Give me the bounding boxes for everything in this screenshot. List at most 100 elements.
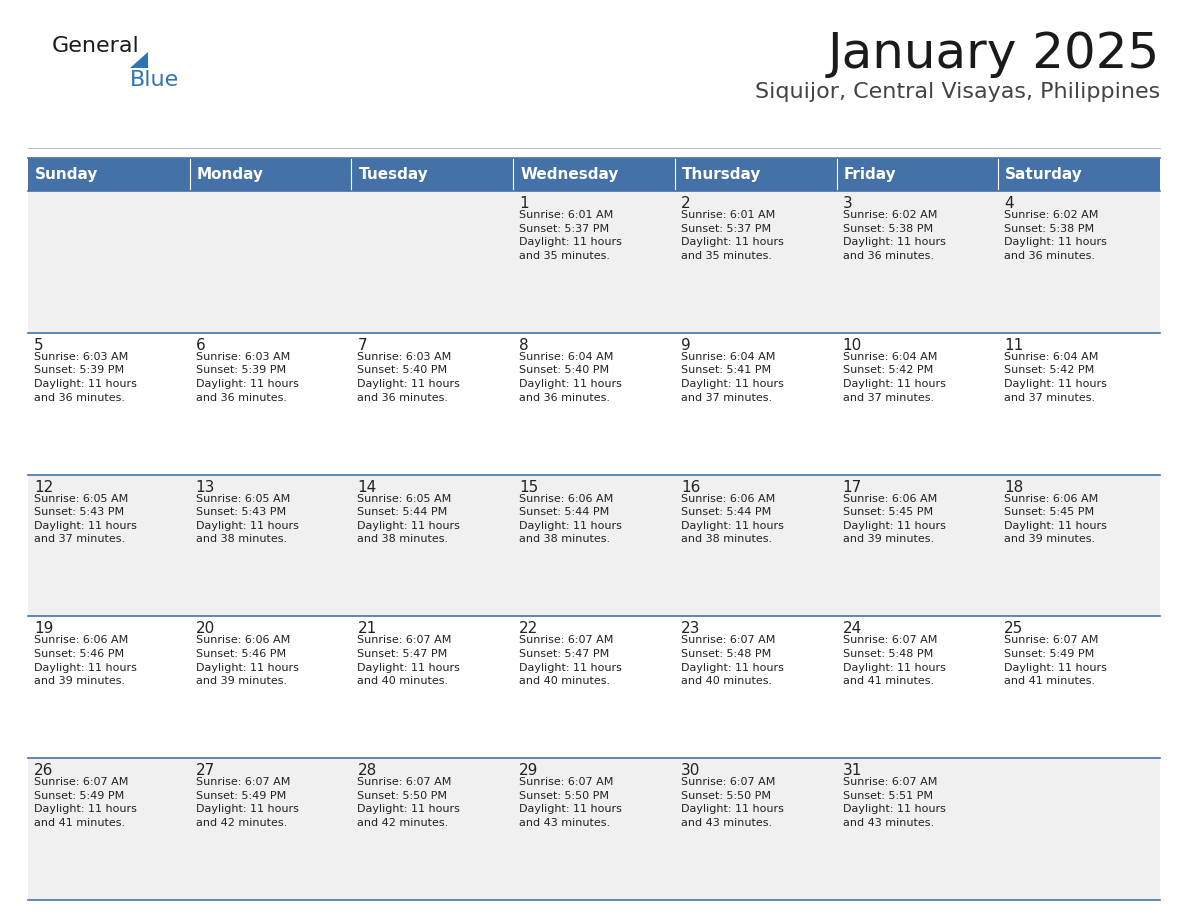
- Bar: [513, 158, 675, 191]
- Text: Thursday: Thursday: [682, 167, 762, 182]
- Bar: [675, 333, 836, 475]
- Text: 18: 18: [1004, 479, 1024, 495]
- Text: 22: 22: [519, 621, 538, 636]
- Bar: [190, 616, 352, 758]
- Bar: [836, 758, 998, 900]
- Text: 19: 19: [34, 621, 53, 636]
- Bar: [513, 191, 675, 333]
- Text: 13: 13: [196, 479, 215, 495]
- Text: Sunrise: 6:06 AM
Sunset: 5:44 PM
Daylight: 11 hours
and 38 minutes.: Sunrise: 6:06 AM Sunset: 5:44 PM Dayligh…: [681, 494, 784, 544]
- Bar: [29, 475, 190, 616]
- Text: 23: 23: [681, 621, 700, 636]
- Text: Sunrise: 6:04 AM
Sunset: 5:41 PM
Daylight: 11 hours
and 37 minutes.: Sunrise: 6:04 AM Sunset: 5:41 PM Dayligh…: [681, 352, 784, 403]
- Bar: [675, 616, 836, 758]
- Bar: [513, 616, 675, 758]
- Text: Sunrise: 6:06 AM
Sunset: 5:45 PM
Daylight: 11 hours
and 39 minutes.: Sunrise: 6:06 AM Sunset: 5:45 PM Dayligh…: [1004, 494, 1107, 544]
- Text: Sunrise: 6:03 AM
Sunset: 5:39 PM
Daylight: 11 hours
and 36 minutes.: Sunrise: 6:03 AM Sunset: 5:39 PM Dayligh…: [34, 352, 137, 403]
- Bar: [675, 758, 836, 900]
- Bar: [190, 191, 352, 333]
- Text: 3: 3: [842, 196, 852, 211]
- Text: Sunrise: 6:07 AM
Sunset: 5:49 PM
Daylight: 11 hours
and 41 minutes.: Sunrise: 6:07 AM Sunset: 5:49 PM Dayligh…: [1004, 635, 1107, 686]
- Bar: [190, 158, 352, 191]
- Text: 7: 7: [358, 338, 367, 353]
- Text: Sunrise: 6:06 AM
Sunset: 5:46 PM
Daylight: 11 hours
and 39 minutes.: Sunrise: 6:06 AM Sunset: 5:46 PM Dayligh…: [196, 635, 298, 686]
- Text: Siquijor, Central Visayas, Philippines: Siquijor, Central Visayas, Philippines: [754, 82, 1159, 102]
- Text: 26: 26: [34, 763, 53, 778]
- Bar: [352, 333, 513, 475]
- Text: Sunrise: 6:07 AM
Sunset: 5:47 PM
Daylight: 11 hours
and 40 minutes.: Sunrise: 6:07 AM Sunset: 5:47 PM Dayligh…: [358, 635, 460, 686]
- Text: Tuesday: Tuesday: [359, 167, 428, 182]
- Text: Sunrise: 6:04 AM
Sunset: 5:42 PM
Daylight: 11 hours
and 37 minutes.: Sunrise: 6:04 AM Sunset: 5:42 PM Dayligh…: [842, 352, 946, 403]
- Text: 21: 21: [358, 621, 377, 636]
- Bar: [836, 158, 998, 191]
- Bar: [998, 475, 1159, 616]
- Text: Sunrise: 6:04 AM
Sunset: 5:42 PM
Daylight: 11 hours
and 37 minutes.: Sunrise: 6:04 AM Sunset: 5:42 PM Dayligh…: [1004, 352, 1107, 403]
- Bar: [29, 758, 190, 900]
- Text: Sunrise: 6:05 AM
Sunset: 5:44 PM
Daylight: 11 hours
and 38 minutes.: Sunrise: 6:05 AM Sunset: 5:44 PM Dayligh…: [358, 494, 460, 544]
- Bar: [998, 758, 1159, 900]
- Text: 10: 10: [842, 338, 861, 353]
- Bar: [675, 158, 836, 191]
- Text: 25: 25: [1004, 621, 1024, 636]
- Text: 29: 29: [519, 763, 538, 778]
- Polygon shape: [129, 52, 148, 68]
- Text: Sunrise: 6:01 AM
Sunset: 5:37 PM
Daylight: 11 hours
and 35 minutes.: Sunrise: 6:01 AM Sunset: 5:37 PM Dayligh…: [519, 210, 623, 261]
- Text: 2: 2: [681, 196, 690, 211]
- Text: Sunrise: 6:05 AM
Sunset: 5:43 PM
Daylight: 11 hours
and 37 minutes.: Sunrise: 6:05 AM Sunset: 5:43 PM Dayligh…: [34, 494, 137, 544]
- Bar: [352, 158, 513, 191]
- Text: Wednesday: Wednesday: [520, 167, 619, 182]
- Text: 9: 9: [681, 338, 690, 353]
- Bar: [190, 475, 352, 616]
- Text: 27: 27: [196, 763, 215, 778]
- Bar: [836, 333, 998, 475]
- Bar: [29, 616, 190, 758]
- Bar: [998, 333, 1159, 475]
- Text: Sunrise: 6:06 AM
Sunset: 5:46 PM
Daylight: 11 hours
and 39 minutes.: Sunrise: 6:06 AM Sunset: 5:46 PM Dayligh…: [34, 635, 137, 686]
- Text: Sunrise: 6:01 AM
Sunset: 5:37 PM
Daylight: 11 hours
and 35 minutes.: Sunrise: 6:01 AM Sunset: 5:37 PM Dayligh…: [681, 210, 784, 261]
- Text: 24: 24: [842, 621, 861, 636]
- Text: Friday: Friday: [843, 167, 896, 182]
- Text: 17: 17: [842, 479, 861, 495]
- Text: Sunrise: 6:07 AM
Sunset: 5:48 PM
Daylight: 11 hours
and 41 minutes.: Sunrise: 6:07 AM Sunset: 5:48 PM Dayligh…: [842, 635, 946, 686]
- Text: 11: 11: [1004, 338, 1024, 353]
- Bar: [352, 616, 513, 758]
- Text: 15: 15: [519, 479, 538, 495]
- Text: Sunrise: 6:07 AM
Sunset: 5:49 PM
Daylight: 11 hours
and 42 minutes.: Sunrise: 6:07 AM Sunset: 5:49 PM Dayligh…: [196, 778, 298, 828]
- Text: Sunrise: 6:05 AM
Sunset: 5:43 PM
Daylight: 11 hours
and 38 minutes.: Sunrise: 6:05 AM Sunset: 5:43 PM Dayligh…: [196, 494, 298, 544]
- Bar: [352, 475, 513, 616]
- Bar: [513, 333, 675, 475]
- Text: Blue: Blue: [129, 70, 179, 90]
- Bar: [29, 191, 190, 333]
- Bar: [675, 191, 836, 333]
- Text: Sunrise: 6:07 AM
Sunset: 5:47 PM
Daylight: 11 hours
and 40 minutes.: Sunrise: 6:07 AM Sunset: 5:47 PM Dayligh…: [519, 635, 623, 686]
- Text: 12: 12: [34, 479, 53, 495]
- Text: Monday: Monday: [197, 167, 264, 182]
- Bar: [836, 191, 998, 333]
- Text: 8: 8: [519, 338, 529, 353]
- Text: 1: 1: [519, 196, 529, 211]
- Text: Sunrise: 6:07 AM
Sunset: 5:51 PM
Daylight: 11 hours
and 43 minutes.: Sunrise: 6:07 AM Sunset: 5:51 PM Dayligh…: [842, 778, 946, 828]
- Text: 20: 20: [196, 621, 215, 636]
- Text: Sunrise: 6:07 AM
Sunset: 5:50 PM
Daylight: 11 hours
and 43 minutes.: Sunrise: 6:07 AM Sunset: 5:50 PM Dayligh…: [681, 778, 784, 828]
- Text: Sunrise: 6:04 AM
Sunset: 5:40 PM
Daylight: 11 hours
and 36 minutes.: Sunrise: 6:04 AM Sunset: 5:40 PM Dayligh…: [519, 352, 623, 403]
- Bar: [998, 191, 1159, 333]
- Text: 30: 30: [681, 763, 700, 778]
- Text: 16: 16: [681, 479, 700, 495]
- Text: 28: 28: [358, 763, 377, 778]
- Bar: [190, 333, 352, 475]
- Bar: [513, 758, 675, 900]
- Text: 31: 31: [842, 763, 862, 778]
- Text: 14: 14: [358, 479, 377, 495]
- Text: Sunrise: 6:03 AM
Sunset: 5:40 PM
Daylight: 11 hours
and 36 minutes.: Sunrise: 6:03 AM Sunset: 5:40 PM Dayligh…: [358, 352, 460, 403]
- Bar: [836, 616, 998, 758]
- Bar: [352, 758, 513, 900]
- Bar: [29, 158, 190, 191]
- Text: Sunrise: 6:03 AM
Sunset: 5:39 PM
Daylight: 11 hours
and 36 minutes.: Sunrise: 6:03 AM Sunset: 5:39 PM Dayligh…: [196, 352, 298, 403]
- Text: 5: 5: [34, 338, 44, 353]
- Text: January 2025: January 2025: [828, 30, 1159, 78]
- Bar: [29, 333, 190, 475]
- Bar: [998, 158, 1159, 191]
- Text: Sunrise: 6:06 AM
Sunset: 5:44 PM
Daylight: 11 hours
and 38 minutes.: Sunrise: 6:06 AM Sunset: 5:44 PM Dayligh…: [519, 494, 623, 544]
- Text: 6: 6: [196, 338, 206, 353]
- Text: Sunrise: 6:06 AM
Sunset: 5:45 PM
Daylight: 11 hours
and 39 minutes.: Sunrise: 6:06 AM Sunset: 5:45 PM Dayligh…: [842, 494, 946, 544]
